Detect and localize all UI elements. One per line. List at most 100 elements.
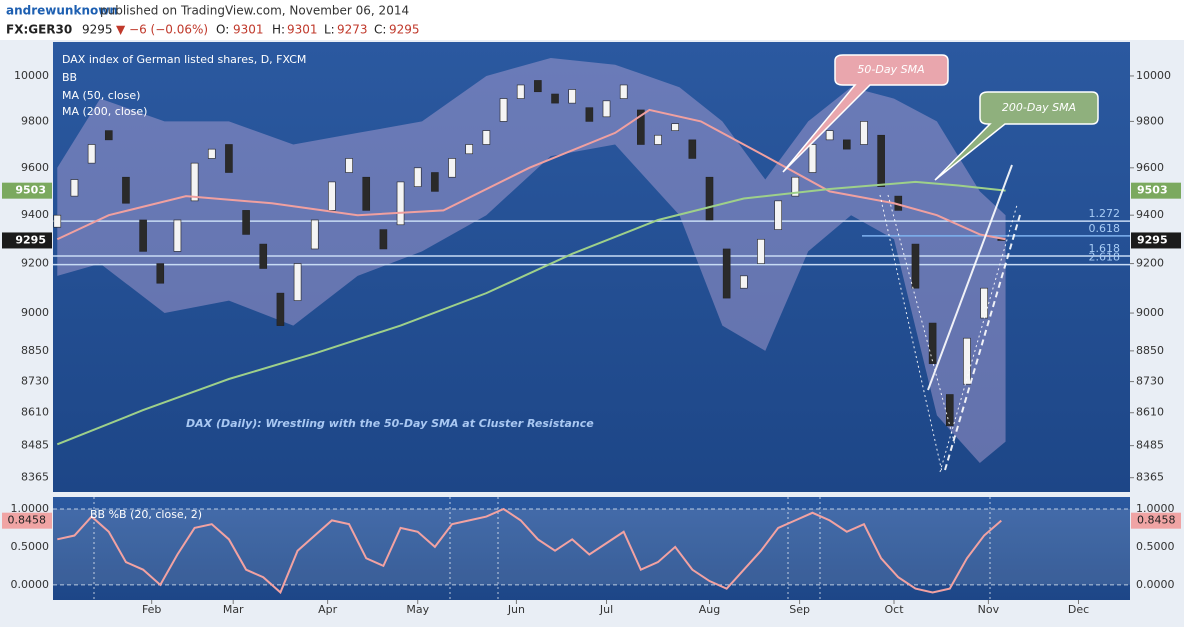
y-tick-label: 8850 <box>1136 344 1164 357</box>
candle-body <box>328 181 336 211</box>
low-label: L: <box>324 23 335 37</box>
candle-body <box>585 107 594 122</box>
high-label: H: <box>272 23 285 37</box>
candle-body <box>396 181 405 226</box>
x-tick-label: May <box>406 603 429 616</box>
legend-entry: MA (200, close) <box>62 105 147 118</box>
price-tag <box>1131 232 1181 249</box>
y-tick-label: 10000 <box>14 69 49 82</box>
trend-line <box>939 204 1018 473</box>
candle-body <box>259 243 268 269</box>
y-tick-label: 8730 <box>1136 375 1164 388</box>
candle-body <box>207 148 216 159</box>
price-tag-label: 9295 <box>1137 233 1168 246</box>
x-tick-label: Aug <box>699 603 720 616</box>
price-tag <box>2 232 52 249</box>
close: 9295 <box>389 23 420 37</box>
candle-body <box>53 214 62 228</box>
candle-body <box>173 219 182 252</box>
x-tick-label: Dec <box>1068 603 1089 616</box>
candle-body <box>637 109 645 145</box>
header-bg <box>0 0 1184 40</box>
bollinger-band <box>57 58 1006 463</box>
value-tag <box>1131 512 1181 529</box>
x-tick-label: Apr <box>318 603 338 616</box>
candle-body <box>551 93 559 104</box>
candle-body <box>843 139 851 150</box>
candle-body <box>379 229 388 250</box>
y-tick-label: 9800 <box>21 114 49 127</box>
candle-body <box>448 158 456 178</box>
candle-body <box>671 123 679 131</box>
x-tick-label: Feb <box>142 603 161 616</box>
candle-body <box>945 394 954 427</box>
y-tick-label: 1.0000 <box>1136 502 1175 515</box>
indicator-title: BB %B (20, close, 2) <box>90 508 202 521</box>
price-tag-label: 9503 <box>15 184 46 197</box>
y-tick-label: 9600 <box>1136 161 1164 174</box>
candle-body <box>482 130 491 145</box>
legend-entry: MA (50, close) <box>62 89 140 102</box>
header: andrewunknown published on TradingView.c… <box>6 4 420 37</box>
price-tag <box>2 182 52 199</box>
candle-body <box>122 176 130 204</box>
candle-body <box>602 100 611 118</box>
callout <box>782 54 949 173</box>
candle-body <box>362 176 371 211</box>
fib-label: 1.272 <box>1089 207 1121 220</box>
candle-body <box>499 98 508 122</box>
candle-body <box>190 162 199 202</box>
trend-line <box>879 194 943 473</box>
y-tick-label: 9200 <box>1136 257 1164 270</box>
candle-body <box>619 84 628 99</box>
x-tick-label: Jul <box>599 603 613 616</box>
candle-body <box>242 210 250 235</box>
y-tick-label: 8365 <box>1136 471 1164 484</box>
value-tag <box>2 512 52 529</box>
candle-body <box>980 287 988 319</box>
open-label: O: <box>216 23 229 37</box>
y-tick-label: 8610 <box>1136 406 1164 419</box>
trend-line <box>887 194 956 446</box>
trend-line <box>944 214 1021 471</box>
price-tag-label: 9295 <box>15 233 46 246</box>
y-tick-label: 1.0000 <box>11 502 50 515</box>
candle-body <box>345 158 353 173</box>
y-tick-label: 0.5000 <box>1136 540 1175 553</box>
x-tick-label: Sep <box>789 603 810 616</box>
candle-body <box>963 337 971 385</box>
price-tag-label: 9503 <box>1137 184 1168 197</box>
y-tick-label: 8610 <box>21 406 49 419</box>
indicator-line <box>57 507 1002 595</box>
callout <box>934 91 1099 181</box>
candle-body <box>654 134 662 145</box>
x-tick-label: Oct <box>884 603 904 616</box>
candle-body <box>87 144 96 164</box>
x-tick-label: Jun <box>507 603 525 616</box>
candle-body <box>757 238 765 264</box>
y-tick-label: 8730 <box>21 375 49 388</box>
candle-body <box>413 167 422 187</box>
value-tag-label: 0.8458 <box>8 514 47 527</box>
y-tick-label: 8365 <box>21 471 49 484</box>
candle-body <box>276 292 285 326</box>
trend-line <box>927 164 1013 391</box>
callout-label: 50-Day SMA <box>857 63 924 76</box>
candle-body <box>465 144 474 155</box>
y-tick-label: 0.0000 <box>1136 578 1175 591</box>
y-tick-label: 0.0000 <box>11 578 50 591</box>
chart-title: DAX (Daily): Wrestling with the 50-Day S… <box>186 417 594 430</box>
ma-line <box>56 180 1006 446</box>
change: ▼ −6 (−0.06%) <box>116 23 208 37</box>
legend-subtitle: DAX index of German listed shares, D, FX… <box>62 53 306 66</box>
candle-body <box>928 322 937 364</box>
open: 9301 <box>233 23 264 37</box>
candle-body <box>877 134 885 187</box>
candle-body <box>156 263 165 284</box>
candle-body <box>293 263 302 301</box>
legend-entry: BB <box>62 71 77 84</box>
low: 9273 <box>337 23 368 37</box>
candle-body <box>911 243 920 289</box>
